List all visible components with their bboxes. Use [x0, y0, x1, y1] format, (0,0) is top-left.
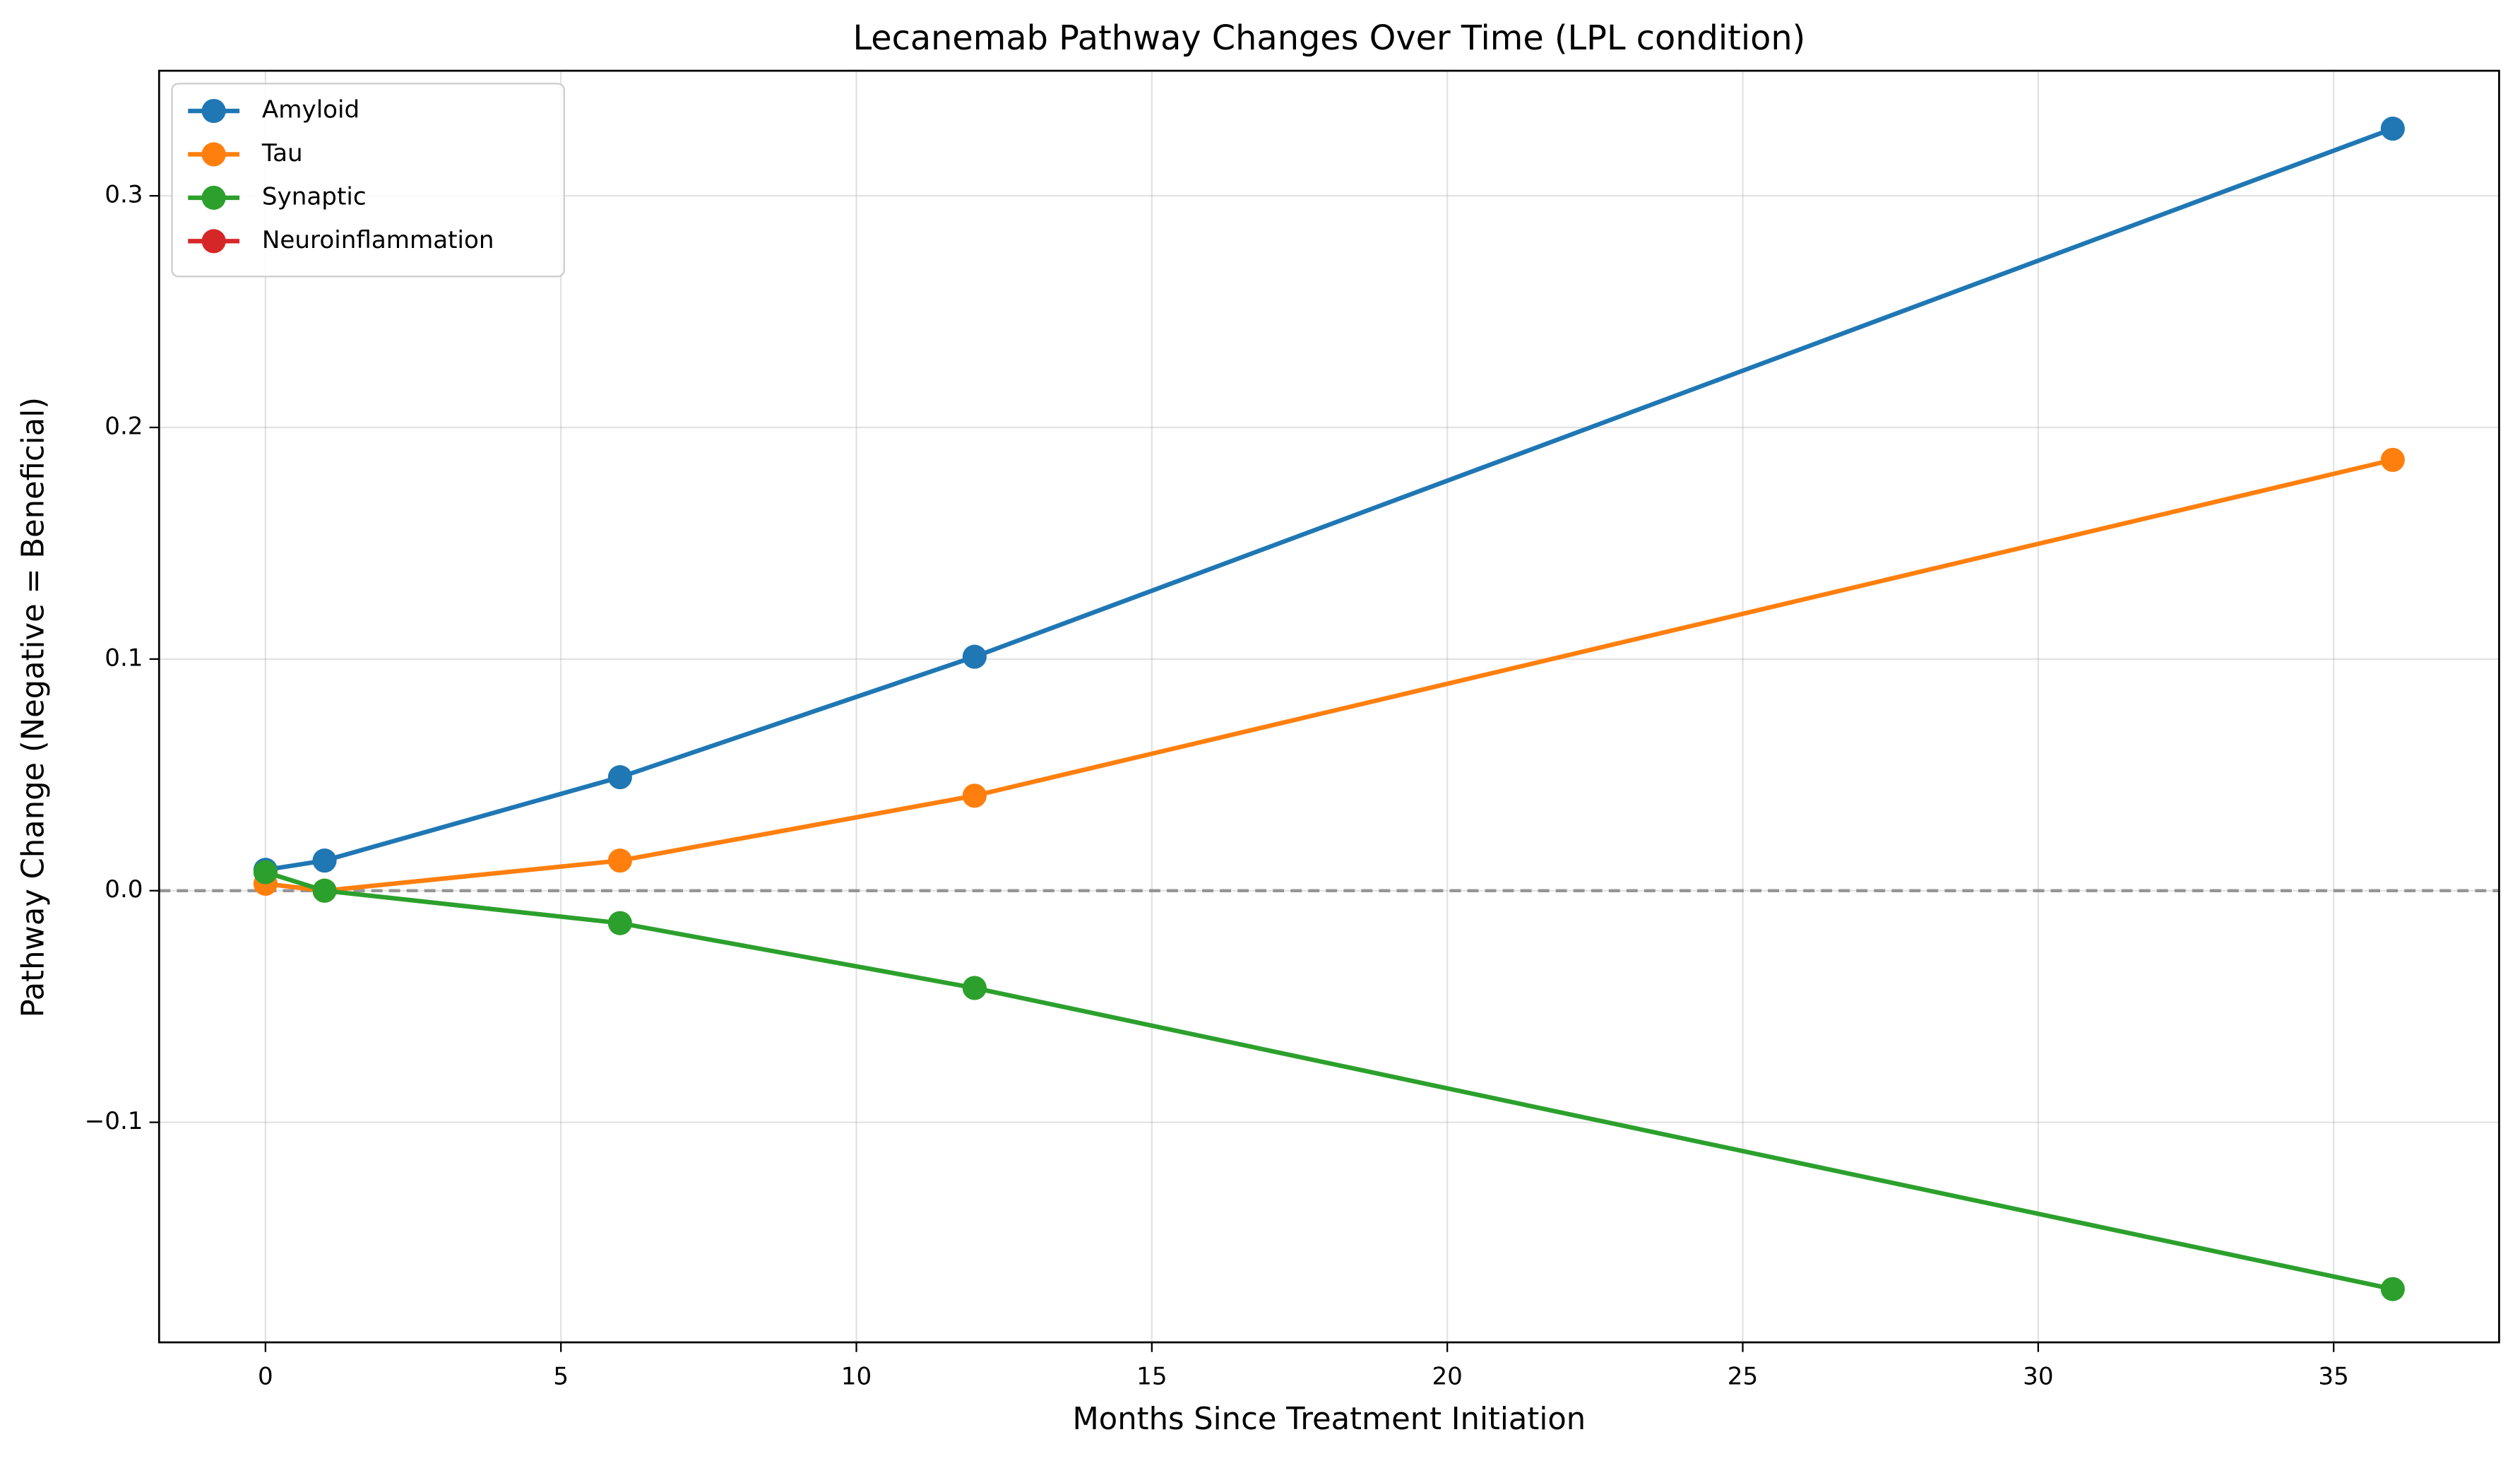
legend-label: Synaptic [262, 182, 367, 211]
data-point [607, 848, 632, 873]
y-tick-label: 0.2 [105, 413, 143, 441]
y-tick-label: 0.1 [105, 644, 143, 672]
data-point [962, 976, 987, 1000]
series-line [264, 870, 2394, 1291]
legend-marker [201, 98, 226, 124]
legend-box [171, 83, 565, 278]
data-point [607, 765, 632, 790]
data-point [962, 783, 987, 808]
x-tick-label: 20 [1432, 1363, 1462, 1391]
x-tick-label: 30 [2023, 1363, 2053, 1391]
legend-label: Tau [261, 139, 303, 167]
data-point [253, 860, 278, 885]
x-axis-label: Months Since Treatment Initiation [1073, 1402, 1586, 1437]
x-tick-label: 35 [2318, 1363, 2348, 1391]
data-point [2380, 1277, 2405, 1301]
chart-title: Lecanemab Pathway Changes Over Time (LPL… [852, 19, 1805, 58]
data-point [312, 848, 337, 873]
data-point [607, 911, 632, 935]
x-tick-label: 15 [1136, 1363, 1167, 1391]
y-tick-label: 0.3 [105, 181, 143, 209]
x-tick-label: 0 [258, 1363, 273, 1391]
legend-label: Amyloid [262, 96, 359, 124]
legend-marker [201, 142, 226, 167]
legend-marker [201, 185, 226, 210]
x-tick-label: 10 [841, 1363, 872, 1391]
series-line [265, 126, 2394, 873]
data-point [2380, 447, 2405, 472]
plot-frame [158, 69, 2500, 1344]
legend-label: Neuroinflammation [262, 226, 494, 254]
y-tick-label: 0.0 [105, 875, 143, 904]
y-axis-label: Pathway Change (Negative = Beneficial) [16, 397, 52, 1017]
y-tick-label: −0.1 [85, 1107, 143, 1135]
x-tick-label: 25 [1728, 1363, 1758, 1391]
data-point [2380, 117, 2405, 141]
x-tick-label: 5 [553, 1363, 569, 1391]
legend-marker [201, 229, 226, 254]
data-point [962, 644, 987, 669]
data-point [312, 878, 337, 903]
